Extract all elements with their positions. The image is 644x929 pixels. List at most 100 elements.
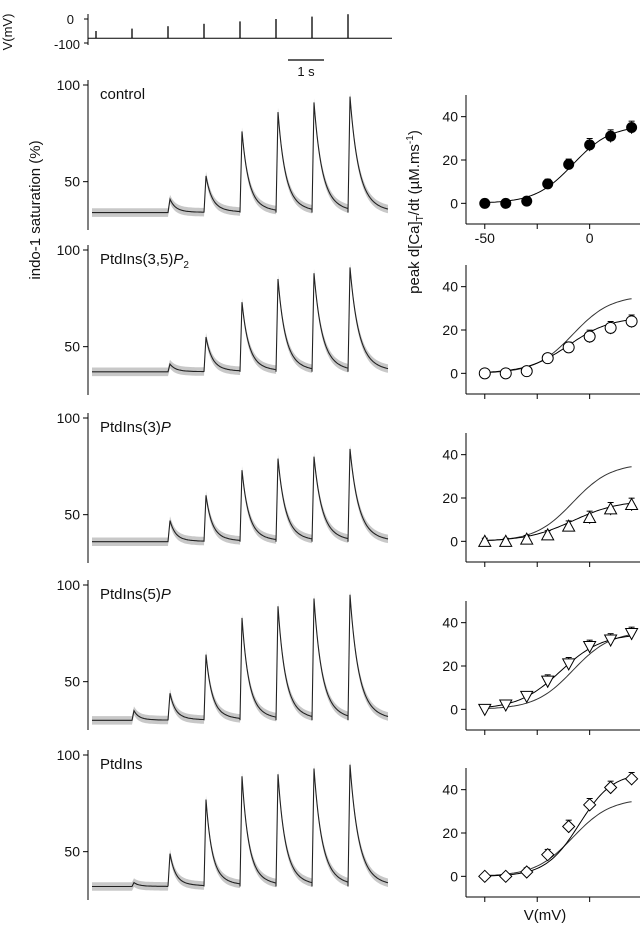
trace-panel-0: 100 50 control xyxy=(57,77,389,230)
iv-panel-3: 0 20 40 xyxy=(442,601,640,735)
trace-title-part-0: PtdIns(3) xyxy=(100,419,161,436)
iv-y-ticklabel-40: 40 xyxy=(442,447,458,463)
iv-point xyxy=(519,690,534,704)
iv-point xyxy=(624,497,639,510)
right-ylabel-sup: -1 xyxy=(405,135,416,144)
trace-title: control xyxy=(100,86,145,103)
trace-panel-1: 100 50 PtdIns(3,5)P2 xyxy=(57,242,389,395)
voltage-tick-0: 0 xyxy=(67,12,74,27)
trace-title: PtdIns xyxy=(100,756,143,773)
iv-point xyxy=(584,139,596,151)
iv-y-ticklabel-40: 40 xyxy=(442,782,458,798)
iv-reference-fit xyxy=(484,634,632,710)
iv-point xyxy=(521,195,533,207)
trace-panel-3: 100 50 PtdIns(5)P xyxy=(57,577,389,730)
iv-point xyxy=(603,780,618,795)
iv-panel-0: 0 20 40 -50 0 xyxy=(442,95,640,246)
iv-y-ticklabel-20: 20 xyxy=(442,658,458,674)
trace-title-part-0: PtdIns(3,5) xyxy=(100,251,173,268)
iv-y-ticklabel-0: 0 xyxy=(450,365,458,381)
left-ylabel: indo-1 saturation (%) xyxy=(27,140,44,279)
iv-y-ticklabel-0: 0 xyxy=(450,868,458,884)
iv-point xyxy=(603,501,618,515)
trace-title: PtdIns(3,5)P2 xyxy=(100,251,189,271)
iv-point xyxy=(478,869,492,884)
iv-y-ticklabel-20: 20 xyxy=(442,490,458,506)
iv-reference-fit xyxy=(484,466,632,542)
iv-y-ticklabel-0: 0 xyxy=(450,195,458,211)
iv-point xyxy=(520,365,533,378)
trace-y-ticklabel-100: 100 xyxy=(57,242,81,258)
trace-y-ticklabel-50: 50 xyxy=(64,339,80,355)
iv-fit-curve xyxy=(484,502,632,541)
trace-y-ticklabel-50: 50 xyxy=(64,507,80,523)
left-panels: 10050control10050PtdIns(3,5)P210050PtdIn… xyxy=(57,77,389,900)
trace-y-ticklabel-50: 50 xyxy=(64,844,80,860)
iv-y-ticklabel-0: 0 xyxy=(450,533,458,549)
iv-point xyxy=(540,675,555,689)
iv-point xyxy=(541,847,555,862)
trace-title-part-1: P xyxy=(161,586,171,603)
trace-y-ticklabel-50: 50 xyxy=(64,674,80,690)
iv-y-ticklabel-20: 20 xyxy=(442,322,458,338)
trace-title: PtdIns(3)P xyxy=(100,419,171,436)
iv-point xyxy=(540,527,555,541)
voltage-tick-minus100: -100 xyxy=(54,37,80,52)
iv-point xyxy=(563,158,575,170)
iv-reference-fit xyxy=(484,298,632,374)
iv-point xyxy=(624,772,639,786)
trace-mean-line xyxy=(92,764,389,888)
trace-y-ticklabel-100: 100 xyxy=(57,747,81,763)
trace-panel-2: 100 50 PtdIns(3)P xyxy=(57,410,389,563)
trace-mean-line xyxy=(92,96,389,214)
iv-point xyxy=(624,628,639,641)
trace-mean-line xyxy=(92,448,389,543)
iv-panel-2: 0 20 40 xyxy=(442,433,640,567)
iv-point xyxy=(520,865,534,879)
iv-reference-fit xyxy=(484,801,632,877)
iv-point xyxy=(519,532,534,545)
right-ylabel-sub: T xyxy=(415,215,426,221)
trace-mean-line xyxy=(92,267,389,373)
trace-y-ticklabel-100: 100 xyxy=(57,577,81,593)
iv-y-ticklabel-0: 0 xyxy=(450,701,458,717)
trace-y-ticklabel-50: 50 xyxy=(64,174,80,190)
trace-y-ticklabel-100: 100 xyxy=(57,77,81,93)
right-ylabel-part-c: ) xyxy=(406,130,423,135)
iv-point xyxy=(479,197,491,209)
trace-title-part-1: P xyxy=(173,251,183,268)
voltage-trace xyxy=(88,14,392,39)
iv-point xyxy=(561,819,576,834)
iv-y-ticklabel-40: 40 xyxy=(442,109,458,125)
iv-x-ticklabel-0: 0 xyxy=(586,230,594,246)
iv-point xyxy=(561,519,576,532)
iv-fit-curve xyxy=(484,635,632,708)
trace-title-part-0: PtdIns(5) xyxy=(100,586,161,603)
iv-point xyxy=(583,330,596,343)
iv-point xyxy=(498,699,513,713)
iv-point xyxy=(478,367,491,380)
iv-point xyxy=(561,658,576,671)
iv-point xyxy=(603,634,618,648)
right-xlabel: V(mV) xyxy=(524,907,567,924)
iv-x-ticklabel--50: -50 xyxy=(475,230,495,246)
iv-point xyxy=(626,122,638,133)
voltage-ylabel: V(mV) xyxy=(0,14,15,51)
iv-point xyxy=(541,352,554,365)
trace-title-part-2: 2 xyxy=(183,260,189,271)
iv-point xyxy=(499,869,513,884)
iv-y-ticklabel-40: 40 xyxy=(442,279,458,295)
iv-point xyxy=(562,341,575,354)
trace-panel-4: 100 50 PtdIns xyxy=(57,747,389,900)
iv-panel-4: 0 20 40 xyxy=(442,768,640,902)
voltage-protocol: V(mV) 0 -100 1 s xyxy=(0,12,392,79)
trace-y-ticklabel-100: 100 xyxy=(57,410,81,426)
iv-y-ticklabel-20: 20 xyxy=(442,825,458,841)
right-ylabel-part-a: peak d[Ca] xyxy=(406,221,423,294)
iv-panel-1: 0 20 40 xyxy=(442,265,640,399)
right-panels: 0 20 40 -50 0 0 20 40 0 20 40 0 20 40 0 20 40 xyxy=(442,95,640,902)
iv-point xyxy=(582,798,597,812)
iv-point xyxy=(625,315,638,328)
iv-point xyxy=(605,130,617,142)
